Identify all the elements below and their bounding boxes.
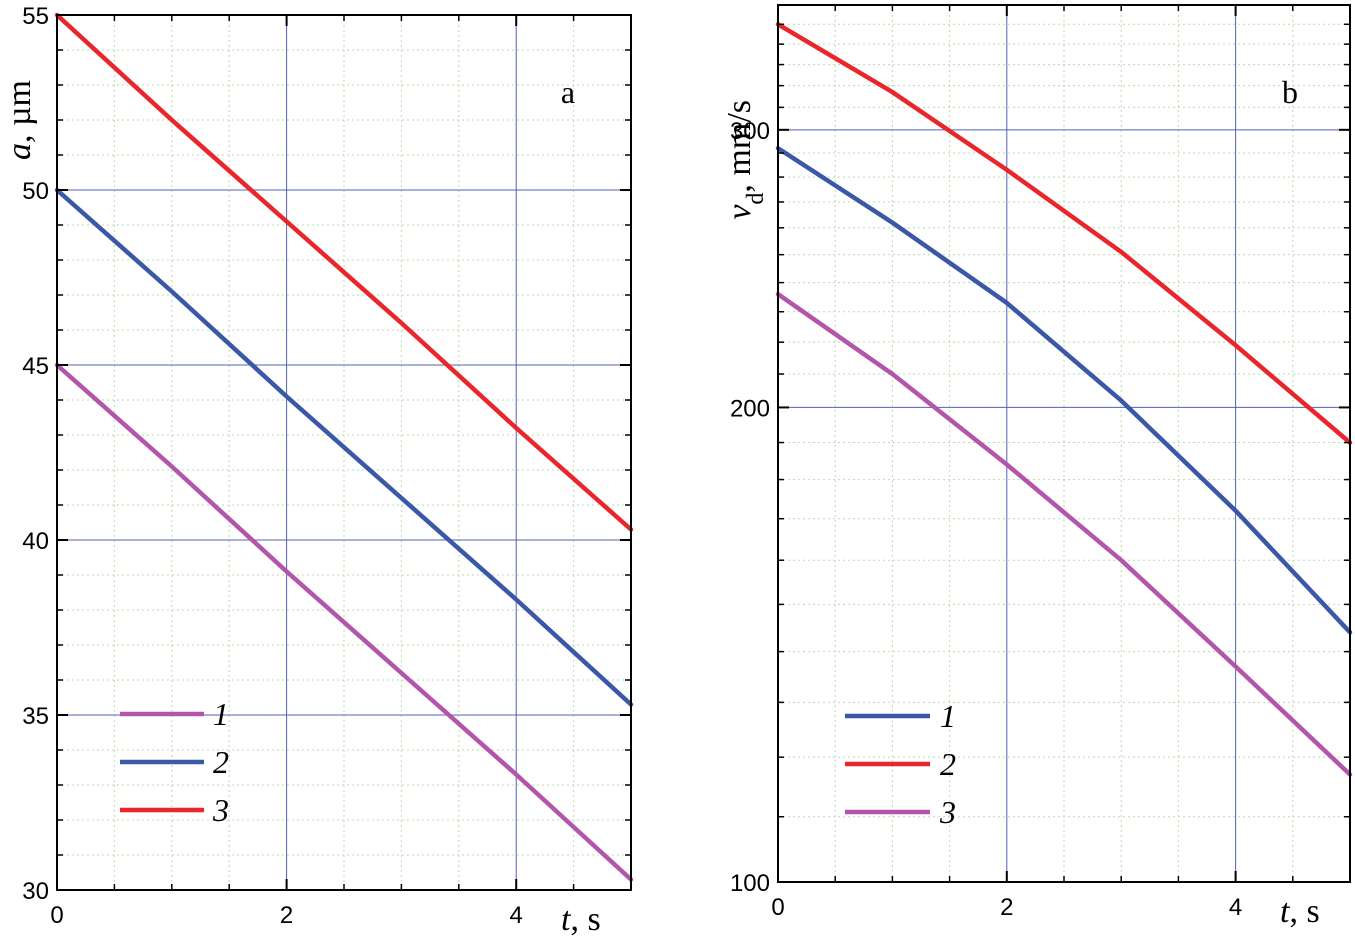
series-line-1	[775, 146, 1353, 635]
y-tick-label: 35	[22, 703, 49, 730]
series-line-2	[54, 187, 634, 707]
x-tick-label: 2	[1000, 894, 1013, 921]
x-tick-label: 2	[280, 902, 293, 929]
legend-label-1: 1	[213, 696, 229, 732]
legend-label-1: 1	[940, 698, 956, 734]
x-tick-label: 0	[50, 902, 63, 929]
legend-label-3: 3	[212, 792, 229, 828]
legend: 1 2 3	[845, 698, 956, 830]
x-tick-label: 0	[771, 894, 784, 921]
legend-label-2: 2	[213, 744, 229, 780]
panel-b: 0 2 4 100 200 300 t, s vd, mm/s b 1 2 3	[721, 4, 1353, 930]
y-tick-label: 40	[22, 528, 49, 555]
panel-a: 0 2 4 30 35 40 45 50 55 t, s a, µm a 1 2 3	[1, 3, 634, 938]
series-line-3	[775, 291, 1353, 777]
panel-label: b	[1282, 74, 1298, 110]
series-line-3	[54, 12, 634, 532]
x-tick-label: 4	[1229, 894, 1242, 921]
legend-label-2: 2	[940, 746, 956, 782]
y-axis-label: vd, mm/s	[721, 100, 769, 220]
legend: 1 2 3	[120, 696, 229, 828]
x-axis-label: t, s	[561, 901, 601, 938]
x-tick-label: 4	[510, 902, 523, 929]
x-axis-label: t, s	[1280, 893, 1320, 930]
series-line-2	[775, 22, 1353, 445]
legend-label-3: 3	[939, 794, 956, 830]
y-axis-label: a, µm	[1, 80, 38, 160]
y-tick-label: 100	[730, 870, 770, 897]
panel-label: a	[561, 74, 575, 110]
y-tick-label: 300	[730, 118, 770, 145]
y-tick-label: 55	[22, 3, 49, 30]
y-tick-label: 200	[730, 395, 770, 422]
y-tick-label: 30	[22, 878, 49, 905]
y-tick-label: 50	[22, 178, 49, 205]
y-tick-label: 45	[22, 353, 49, 380]
series-line-1	[54, 362, 634, 882]
